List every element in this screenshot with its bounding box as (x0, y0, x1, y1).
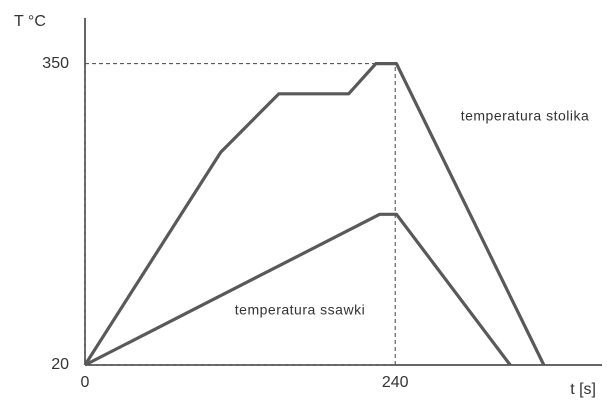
series-line (84, 212, 512, 367)
series-line (83, 62, 546, 366)
y-axis-label: T °C (14, 13, 46, 30)
x-tick-label: 0 (81, 374, 90, 391)
y-tick-label: 20 (51, 356, 69, 373)
series-label: temperatura ssawki (235, 302, 365, 318)
y-tick-label: 350 (42, 55, 69, 72)
x-axis-label: t [s] (570, 381, 596, 398)
x-tick-label: 240 (382, 374, 409, 391)
series-label: temperatura stolika (461, 108, 590, 124)
